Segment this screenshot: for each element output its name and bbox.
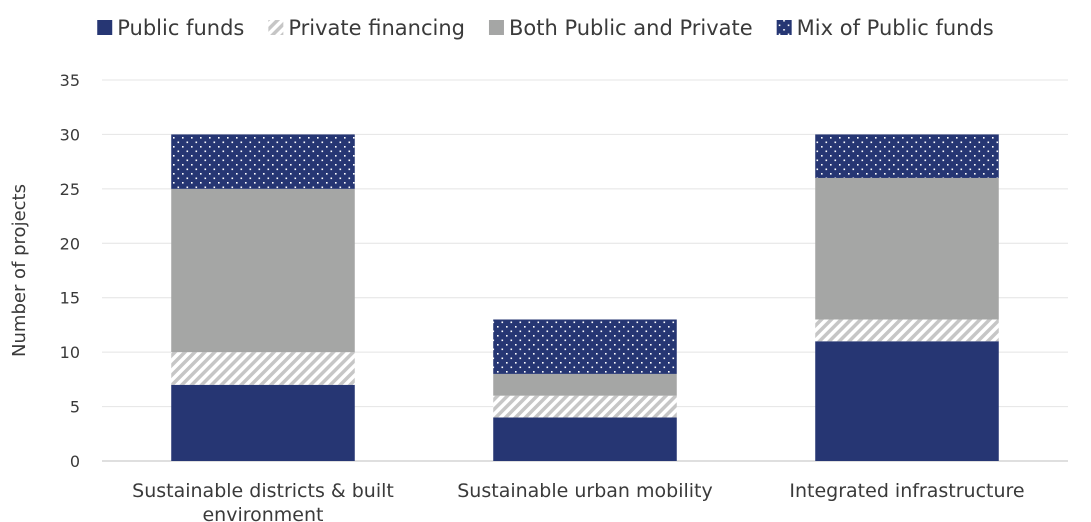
bar-segment: [493, 319, 677, 374]
bar-segment: [171, 134, 355, 189]
y-tick-label: 35: [60, 71, 80, 90]
legend-label: Private financing: [288, 16, 465, 40]
bar-segment: [171, 352, 355, 385]
bar-segment: [815, 341, 999, 461]
x-axis-labels: Sustainable districts & built environment…: [132, 480, 1024, 522]
bar-segment: [815, 319, 999, 342]
y-tick-label: 0: [70, 452, 80, 471]
legend-label: Both Public and Private: [509, 16, 753, 40]
bar-segment: [815, 134, 999, 178]
legend-label: Mix of Public funds: [797, 16, 994, 40]
bar-segment: [493, 373, 677, 396]
y-tick-label: 5: [70, 398, 80, 417]
legend-label: Public funds: [117, 16, 244, 40]
bar-segment: [493, 395, 677, 418]
legend-item: Both Public and Private: [488, 16, 753, 40]
y-axis-title: Number of projects: [9, 184, 30, 357]
y-axis-ticks: 0 5 10 15 20 25 30 35: [60, 71, 80, 471]
y-tick-label: 30: [60, 125, 80, 144]
x-category-label: Sustainable districts & built: [132, 480, 394, 502]
x-category-label: Sustainable urban mobility: [457, 480, 713, 502]
legend-item: Private financing: [268, 16, 465, 40]
x-category-label: Integrated infrastructure: [789, 480, 1024, 502]
legend: Public funds Private financing Both Public…: [97, 16, 994, 40]
y-tick-label: 25: [60, 180, 80, 199]
bar-segment: [171, 384, 355, 461]
bar-segment: [815, 177, 999, 320]
legend-swatch: [97, 20, 113, 35]
legend-swatch: [776, 20, 792, 35]
legend-item: Public funds: [97, 16, 244, 40]
legend-swatch: [488, 20, 504, 35]
bars: [171, 134, 999, 461]
legend-item: Mix of Public funds: [776, 16, 994, 40]
bar-segment: [493, 417, 677, 461]
y-tick-label: 15: [60, 289, 80, 308]
y-tick-label: 20: [60, 234, 80, 253]
bar-segment: [171, 188, 355, 353]
legend-swatch: [268, 20, 284, 35]
x-category-label: environment: [202, 504, 323, 522]
y-tick-label: 10: [60, 343, 80, 362]
